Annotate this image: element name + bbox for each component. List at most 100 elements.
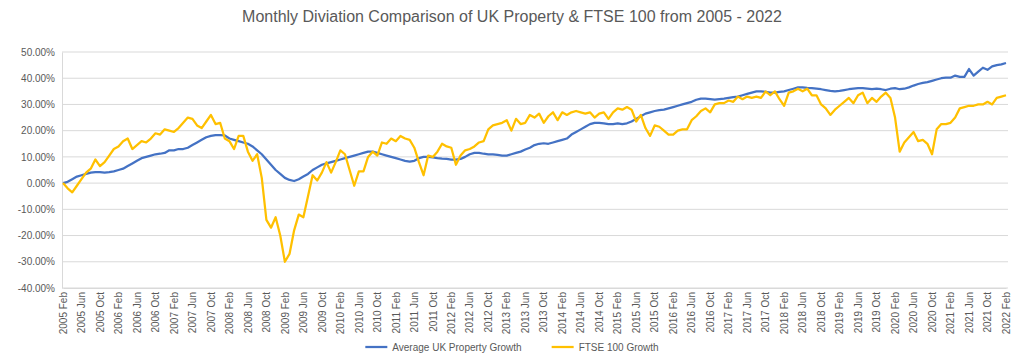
tick: 2010 Feb [335, 288, 346, 334]
grid-line [62, 52, 1008, 53]
tick: 2022 Feb [1001, 288, 1012, 334]
tick: 2006 Jun [132, 288, 143, 333]
tick: 2013 Feb [501, 288, 512, 334]
tick: 2020 Feb [890, 288, 901, 334]
tick-label: -20.00% [18, 230, 55, 241]
y-axis: -40.00%-30.00%-20.00%-10.00%0.00%10.00%2… [18, 47, 63, 294]
tick-label: 2010 Jun [354, 292, 365, 333]
tick-label: 2015 Feb [612, 292, 623, 335]
tick-label: 2016 Jun [686, 292, 697, 333]
tick: 2010 Oct [372, 288, 383, 333]
tick-label: 2021 Oct [982, 292, 993, 333]
tick: 2008 Feb [224, 288, 235, 334]
tick-label: 40.00% [21, 73, 55, 84]
tick: 2015 Feb [612, 288, 623, 334]
tick: 2006 Oct [150, 288, 161, 333]
tick: 10.00% [21, 152, 62, 163]
legend: Average UK Property Growth FTSE 100 Growt… [365, 342, 658, 353]
grid-line [62, 104, 1008, 105]
tick-label: 2022 Feb [1001, 292, 1012, 335]
tick-label: 2019 Jun [853, 292, 864, 333]
tick: -10.00% [18, 204, 62, 215]
tick-label: 2009 Jun [298, 292, 309, 333]
tick: 2008 Jun [243, 288, 254, 333]
tick: 30.00% [21, 99, 62, 110]
grid-line [62, 261, 1008, 262]
tick-label: 0.00% [27, 178, 55, 189]
x-axis: 2005 Feb 2005 Jun 2005 Oct 2006 Feb 2006 Jun… [58, 288, 1012, 334]
tick-label: 2019 Feb [834, 292, 845, 335]
tick: 2013 Oct [538, 288, 549, 333]
tick-label: 2018 Feb [779, 292, 790, 335]
tick-label: -30.00% [18, 256, 55, 267]
axis-line [62, 53, 63, 289]
tick-label: 2020 Jun [908, 292, 919, 333]
tick-label: 2012 Feb [446, 292, 457, 335]
tick-label: 50.00% [21, 47, 55, 58]
tick: 2015 Jun [631, 288, 642, 333]
grid-line [62, 78, 1008, 79]
tick-label: 2009 Feb [280, 292, 291, 335]
tick-label: 2021 Feb [945, 292, 956, 335]
tick: -30.00% [18, 256, 62, 267]
tick-label: 2020 Feb [890, 292, 901, 335]
tick-label: 2018 Jun [797, 292, 808, 333]
tick: 2005 Oct [95, 288, 106, 333]
tick: 2018 Oct [816, 288, 827, 333]
tick-label: 2020 Oct [927, 292, 938, 333]
tick-label: 2009 Oct [317, 292, 328, 333]
tick-label: 2013 Jun [520, 292, 531, 333]
tick: 2021 Oct [982, 288, 993, 333]
tick-label: 2007 Oct [206, 292, 217, 333]
tick: 2014 Oct [594, 288, 605, 333]
tick: 2011 Oct [428, 288, 439, 332]
tick-label: 2019 Oct [871, 292, 882, 333]
tick: 2006 Feb [113, 288, 124, 334]
chart: Monthly Diviation Comparison of UK Prope… [0, 0, 1024, 355]
tick-label: 2017 Feb [723, 292, 734, 335]
tick: 2008 Oct [261, 288, 272, 333]
tick: 2017 Jun [742, 288, 753, 333]
tick: 2007 Oct [206, 288, 217, 333]
tick: 2005 Feb [58, 288, 69, 334]
tick-label: 2015 Jun [631, 292, 642, 333]
tick: 50.00% [21, 47, 62, 58]
tick-label: 2017 Jun [742, 292, 753, 333]
tick: 2019 Feb [834, 288, 845, 334]
tick-label: 2010 Feb [335, 292, 346, 335]
tick: 2009 Jun [298, 288, 309, 333]
tick: 2016 Oct [705, 288, 716, 333]
tick-label: 2013 Oct [538, 292, 549, 333]
tick: 2012 Jun [464, 288, 475, 333]
tick-label: 2016 Oct [705, 292, 716, 333]
axis-line [64, 288, 1007, 289]
legend-item: FTSE 100 Growth [552, 342, 659, 353]
tick-label: 30.00% [21, 99, 55, 110]
tick-label: 2014 Oct [594, 292, 605, 333]
tick: 0.00% [27, 178, 62, 189]
tick: 2005 Jun [76, 288, 87, 333]
tick-label: 2006 Feb [113, 292, 124, 335]
tick: 2014 Jun [575, 288, 586, 333]
tick: 2014 Feb [557, 288, 568, 334]
legend-label: Average UK Property Growth [392, 342, 521, 353]
tick-label: 2008 Oct [261, 292, 272, 333]
tick-label: 2011 Feb [391, 292, 402, 334]
legend-item: Average UK Property Growth [365, 342, 521, 353]
legend-label: FTSE 100 Growth [579, 342, 659, 353]
tick-label: 2012 Oct [483, 292, 494, 333]
tick: 2017 Feb [723, 288, 734, 334]
tick-label: 2021 Jun [964, 292, 975, 333]
tick-label: 2011 Oct [428, 292, 439, 332]
tick-label: 2008 Jun [243, 292, 254, 333]
tick: 2018 Jun [797, 288, 808, 333]
tick-label: 2005 Oct [95, 292, 106, 333]
tick: 2012 Oct [483, 288, 494, 333]
tick: -40.00% [18, 283, 62, 294]
tick-label: 2005 Feb [58, 292, 69, 335]
tick: 2016 Feb [668, 288, 679, 334]
tick: 2019 Jun [853, 288, 864, 333]
tick: 2020 Jun [908, 288, 919, 333]
legend-swatch [552, 346, 574, 348]
tick: 2009 Oct [317, 288, 328, 333]
